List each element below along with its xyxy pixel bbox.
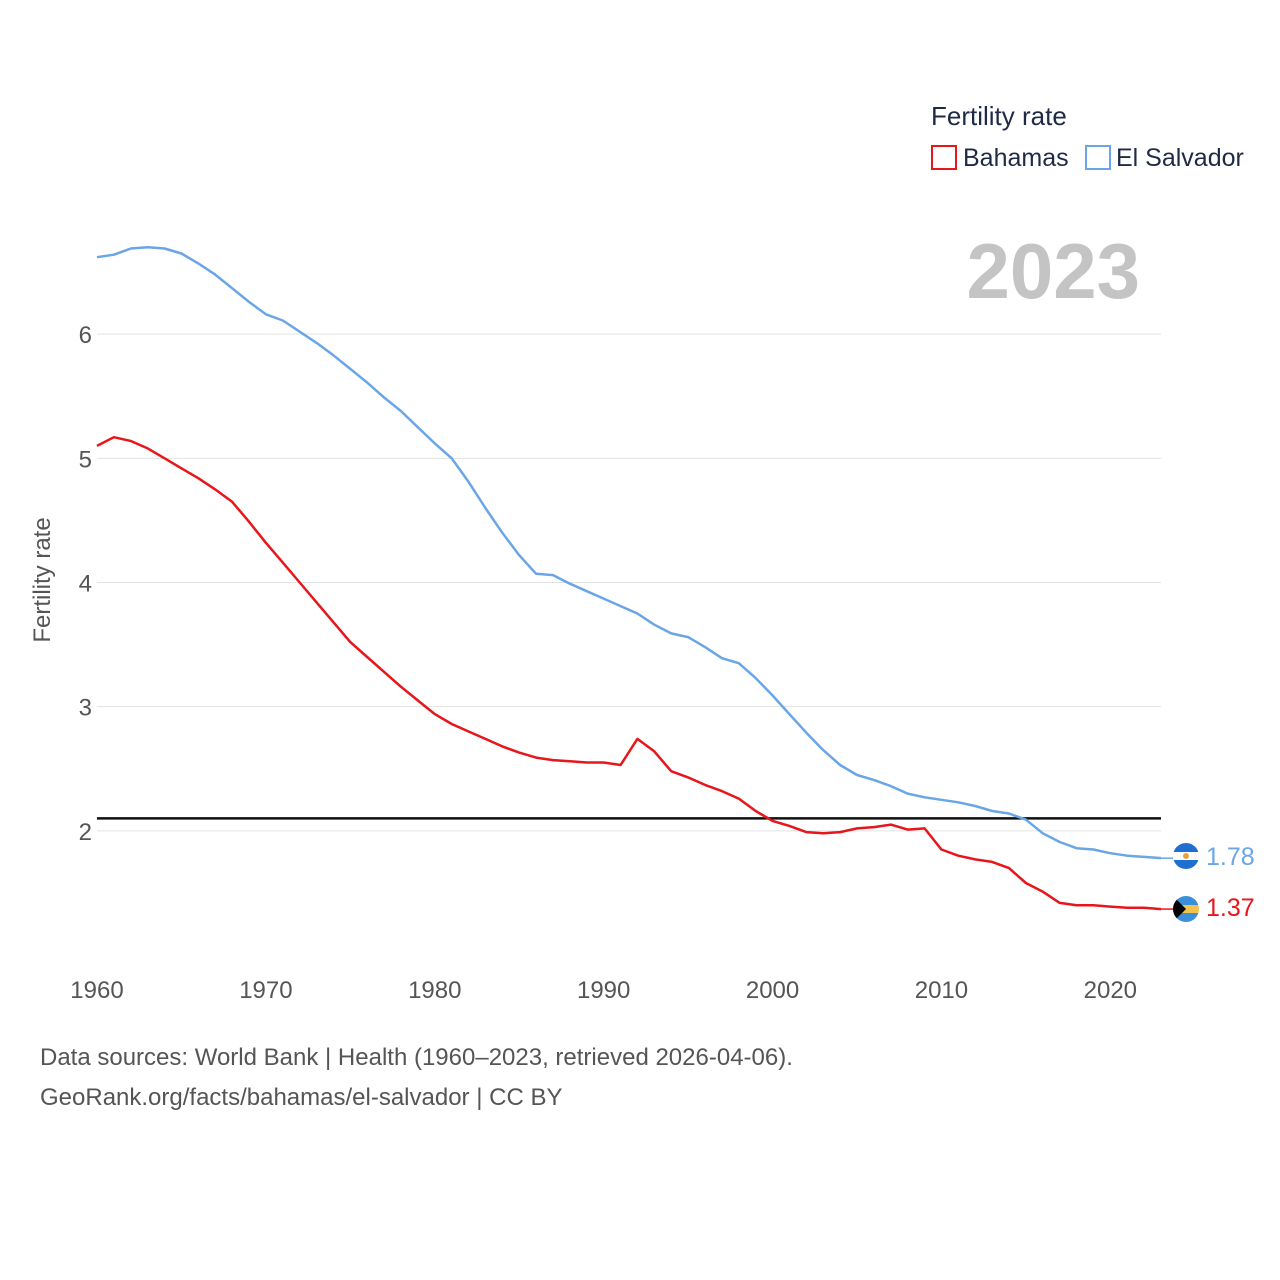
year-label: 2023 — [966, 227, 1140, 315]
x-tick-label: 1960 — [70, 977, 123, 1004]
end-label-bahamas: 1.37 — [1206, 894, 1255, 922]
legend-title: Fertility rate — [931, 101, 1067, 131]
data-source-text: Data sources: World Bank | Health (1960–… — [40, 1044, 793, 1071]
y-tick-label: 2 — [79, 819, 92, 846]
y-tick-label: 4 — [79, 571, 92, 598]
series-line-el-salvador — [96, 246, 1162, 860]
bahamas-flag-icon — [1173, 896, 1199, 922]
y-axis-ticks: 2 3 4 5 6 — [79, 322, 92, 846]
x-tick-label: 1990 — [577, 977, 630, 1004]
credit-text: GeoRank.org/facts/bahamas/el-salvador | … — [40, 1084, 563, 1111]
end-label-el-salvador: 1.78 — [1206, 843, 1255, 871]
el-salvador-flag-icon — [1173, 843, 1199, 869]
y-tick-label: 5 — [79, 446, 92, 473]
legend-label-bahamas: Bahamas — [963, 144, 1069, 172]
fertility-rate-chart: Fertility rate Bahamas El Salvador 2023 … — [29, 101, 1255, 1004]
x-tick-label: 2020 — [1084, 977, 1137, 1004]
legend-swatch-el-salvador — [1085, 145, 1111, 170]
x-tick-label: 1980 — [408, 977, 461, 1004]
x-tick-label: 2000 — [746, 977, 799, 1004]
series-line-bahamas — [96, 435, 1162, 911]
legend-item-bahamas[interactable]: Bahamas — [931, 144, 1069, 172]
y-axis-title: Fertility rate — [29, 517, 56, 642]
x-axis-ticks: 1960 1970 1980 1990 2000 2010 2020 — [70, 977, 1137, 1004]
legend-swatch-bahamas — [931, 145, 957, 170]
gridlines — [97, 333, 1161, 832]
legend-item-el-salvador[interactable]: El Salvador — [1085, 144, 1244, 172]
series-lines — [96, 246, 1173, 911]
y-tick-label: 6 — [79, 322, 92, 349]
x-tick-label: 2010 — [915, 977, 968, 1004]
y-tick-label: 3 — [79, 695, 92, 722]
legend-label-el-salvador: El Salvador — [1116, 144, 1244, 172]
x-tick-label: 1970 — [239, 977, 292, 1004]
